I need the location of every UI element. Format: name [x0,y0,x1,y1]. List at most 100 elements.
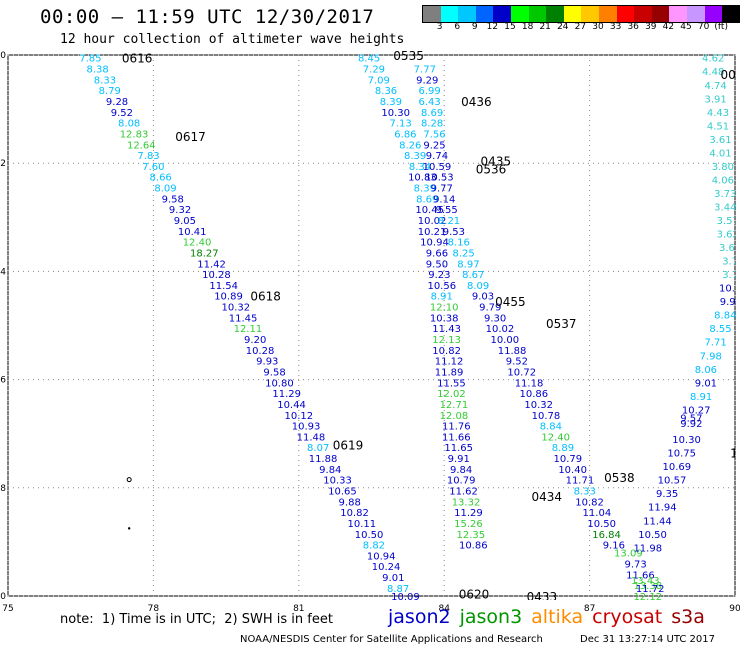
colorbar-label: 70 [697,22,710,32]
swh-value-label: 10.33 [323,476,352,487]
swh-value-label: 10.50 [587,519,616,530]
legend-jason2: jason2 [388,606,451,628]
swh-value-label: 9.66 [426,248,448,259]
legend-cryosat: cryosat [592,606,663,628]
swh-value-label: 12.83 [120,129,149,140]
swh-value-label: 9.91 [448,454,470,465]
satellite-legend: jason2 jason3 altika cryosat s3a [388,606,714,628]
swh-value-label: 8.66 [150,173,172,184]
swh-value-label: 9.20 [244,335,266,346]
map-title: 00:00 – 11:59 UTC 12/30/2017 [40,6,375,28]
latitude-tick-label: -32 [0,159,6,169]
legend-jason3: jason3 [459,606,523,628]
colorbar-label: 15 [504,22,516,32]
swh-value-label: 11.43 [432,324,461,335]
swh-value-label: 4.43 [707,108,729,119]
swh-value-label: 11.88 [309,454,338,465]
swh-value-label: 11.29 [454,508,483,519]
swh-value-label: 11.72 [636,584,665,595]
swh-value-label: 10.75 [667,449,696,460]
swh-value-label: 4.51 [707,121,729,132]
swh-value-label: 11.12 [435,357,464,368]
longitude-tick-label: 75 [2,604,13,614]
swh-value-label: 8.36 [375,86,397,97]
credit-line: NOAA/NESDIS Center for Satellite Applica… [240,634,543,645]
swh-value-label: 10.50 [355,530,384,541]
swh-value-label: 9.57 [680,413,702,424]
swh-value-label: 8.06 [695,365,717,376]
swh-value-label: 8.87 [387,584,409,595]
swh-value-label: 3.57 [717,216,739,227]
swh-value-label: 13.32 [452,497,481,508]
island-marker [126,477,132,483]
swh-value-label: 7.98 [700,351,722,362]
swh-value-label: 11.18 [515,378,544,389]
swh-value-label: 10.3 [719,284,740,295]
footnote: note: 1) Time is in UTC; 2) SWH is in fe… [60,612,333,627]
swh-value-label: 10.79 [553,454,582,465]
pass-time-label: 0535 [393,49,424,63]
colorbar-label: (ft) [714,22,728,32]
swh-value-label: 3.80 [712,162,734,173]
pass-time-label: 0538 [604,471,635,485]
swh-value-label: 18.27 [190,248,219,259]
longitude-tick-label: 87 [584,604,595,614]
colorbar-label: 39 [645,22,657,32]
pass-time-label: 0616 [122,52,153,66]
swh-value-label: 9.9 [720,297,736,308]
swh-value-label: 10.45 [415,205,444,216]
pass-time-label: 11 [730,447,740,461]
swh-value-label: 6.99 [419,86,441,97]
colorbar-swatch [423,6,441,22]
swh-value-label: 9.29 [416,75,438,86]
pass-time-label: 0436 [461,95,492,109]
swh-value-label: 10.93 [292,422,321,433]
swh-value-label: 9.55 [435,205,457,216]
swh-value-label: 8.82 [363,541,385,552]
swh-colorbar [422,5,740,23]
swh-value-label: 10.50 [638,530,667,541]
swh-value-label: 10.82 [575,497,604,508]
swh-value-label: 3.91 [704,94,726,105]
colorbar-label: 21 [539,22,551,32]
swh-value-label: 3.44 [714,202,736,213]
swh-value-label: 10.12 [284,411,313,422]
swh-value-label: 11.89 [435,367,464,378]
swh-value-label: 8.33 [574,487,596,498]
pass-time-label: 0536 [476,163,507,177]
swh-value-label: 8.09 [467,281,489,292]
swh-value-label: 4.06 [712,175,734,186]
swh-value-label: 7.09 [368,75,390,86]
swh-value-label: 10.09 [391,592,420,603]
swh-value-label: 8.09 [154,184,176,195]
swh-value-label: 9.35 [656,489,678,500]
swh-value-label: 8.91 [690,392,712,403]
swh-value-label: 9.32 [169,205,191,216]
pass-time-label: 0617 [175,130,206,144]
swh-value-label: 9.93 [256,357,278,368]
swh-value-label: 11.98 [633,543,662,554]
colorbar-labels: 3 6 9 12 15 18 21 24 27 30 33 36 39 42 45 70 (ft) [422,22,740,34]
colorbar-swatch [440,6,459,22]
latitude-tick-label: -30 [0,51,6,61]
swh-value-label: 3.73 [714,189,736,200]
swh-value-label: 10.57 [658,476,687,487]
colorbar-swatch [528,6,547,22]
swh-value-label: 12.13 [432,335,461,346]
swh-value-label: 8.33 [94,75,116,86]
swh-value-label: 11.54 [209,281,238,292]
swh-value-label: 8.55 [709,324,731,335]
swh-value-label: 9.52 [506,357,528,368]
swh-value-label: 8.69 [416,194,438,205]
colorbar-label: 33 [609,22,622,32]
swh-value-label: 8.38 [87,65,109,76]
swh-value-label: 8.39 [404,151,426,162]
colorbar-label: 24 [557,22,569,32]
pass-time-label: 0025 [720,68,740,82]
generation-timestamp: Dec 31 13:27:14 UTC 2017 [580,634,715,645]
swh-value-label: 8.97 [457,259,479,270]
swh-value-label: 8.28 [421,119,443,130]
swh-value-label: 10.78 [532,411,561,422]
colorbar-label: 30 [592,22,604,32]
swh-value-label: 9.58 [263,367,285,378]
